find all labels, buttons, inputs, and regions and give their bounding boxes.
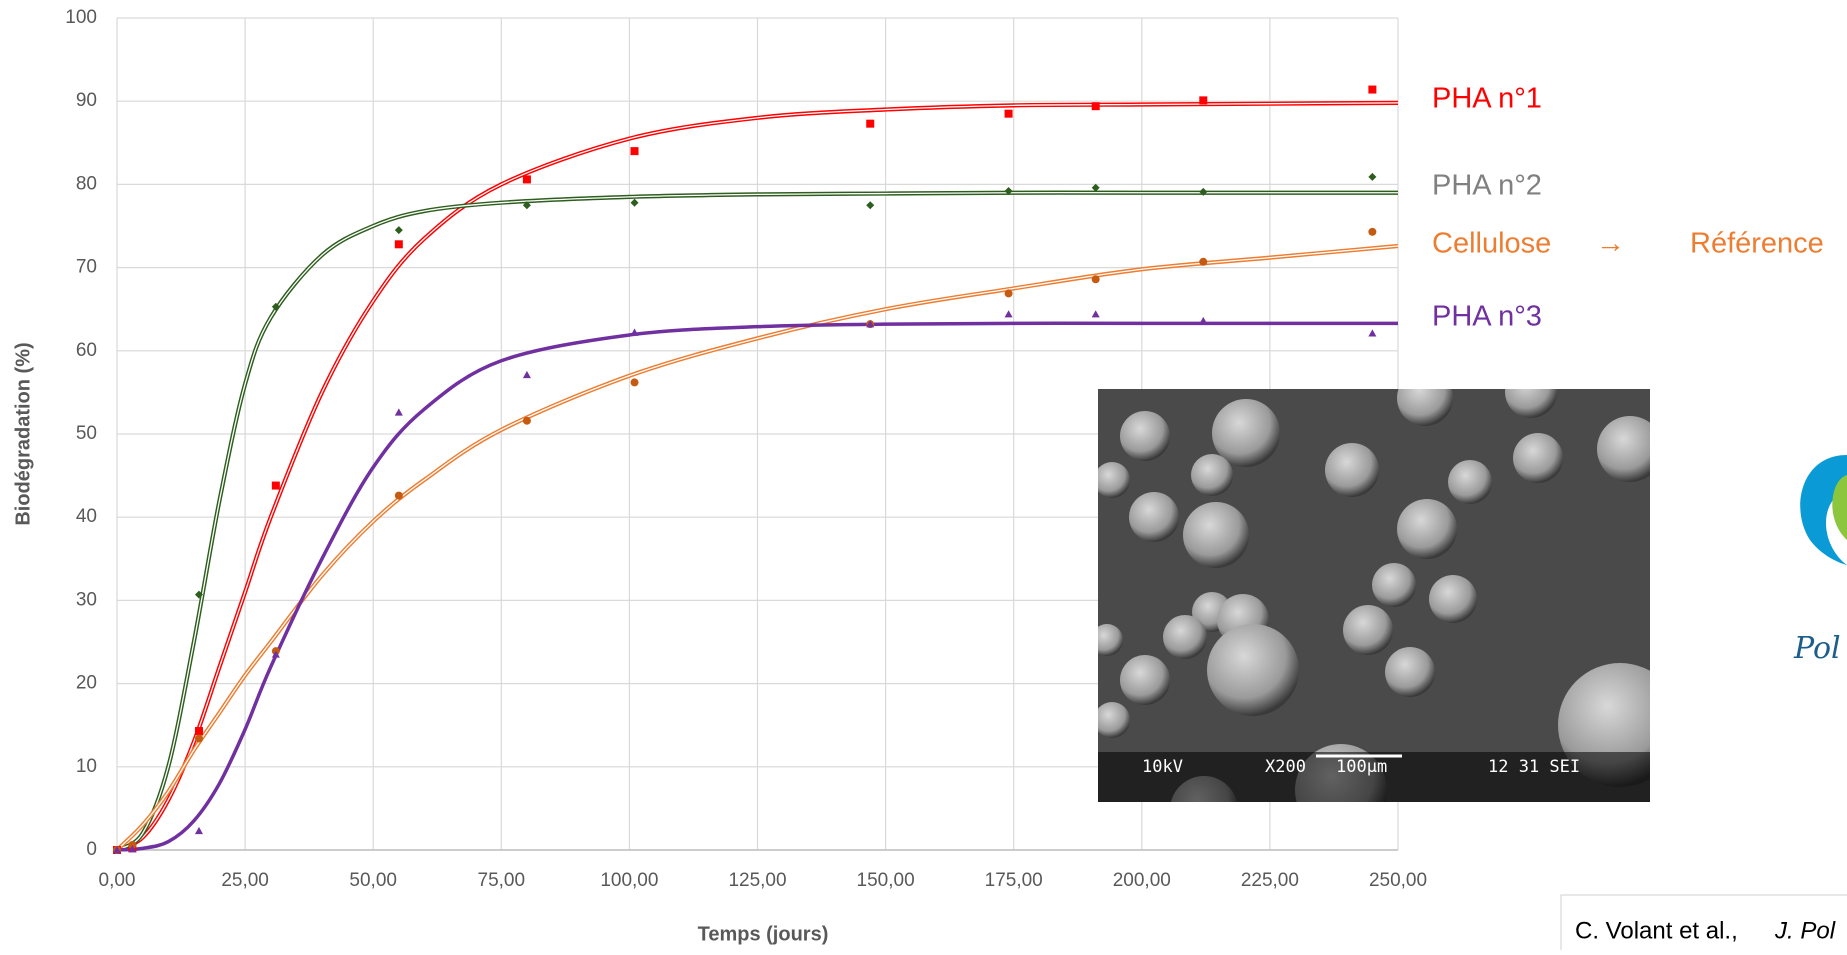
marker <box>194 727 203 736</box>
marker <box>866 201 875 210</box>
legend-label: PHA n°2 <box>1432 170 1542 202</box>
legend-label: PHA n°1 <box>1432 83 1542 115</box>
x-tick-label: 150,00 <box>857 870 915 891</box>
marker <box>194 734 203 743</box>
legend-label: Cellulose <box>1432 228 1551 260</box>
y-tick-label: 0 <box>86 839 97 860</box>
marker <box>113 846 121 854</box>
x-tick-label: 175,00 <box>985 870 1043 891</box>
x-tick-label: 0,00 <box>99 870 136 891</box>
marker <box>522 370 531 379</box>
inset-scale: 100µm <box>1336 757 1387 777</box>
marker <box>866 119 875 128</box>
marker <box>522 201 531 210</box>
y-tick-label: 10 <box>76 756 97 777</box>
marker <box>394 240 403 249</box>
fit-line <box>116 321 1398 852</box>
inset-voltage: 10kV <box>1142 757 1183 777</box>
x-tick-label: 125,00 <box>728 870 786 891</box>
marker <box>1199 257 1208 266</box>
annotation-reference: Référence <box>1690 228 1824 260</box>
y-tick-label: 90 <box>76 90 97 111</box>
fit-lines <box>115 100 1399 852</box>
sem-inset: 10kV X200 100µm 12 31 SEI <box>1098 389 1650 802</box>
legend-label: PHA n°3 <box>1432 301 1542 333</box>
citation-authors: C. Volant et al., <box>1575 917 1738 944</box>
marker <box>271 481 280 490</box>
logo: Pol <box>1793 455 1847 666</box>
marker <box>128 845 137 853</box>
y-tick-label: 60 <box>76 340 97 361</box>
marker <box>1368 227 1377 236</box>
annotation-arrow: → <box>1596 228 1625 260</box>
marker <box>1004 310 1013 318</box>
y-tick-label: 20 <box>76 673 97 694</box>
marker <box>630 198 639 207</box>
marker <box>522 416 531 425</box>
fit-line-inner <box>116 245 1399 851</box>
marker <box>1091 310 1100 318</box>
citation-journal: J. Pol <box>1774 917 1836 944</box>
marker <box>1199 316 1208 325</box>
y-axis-title: Biodégradation (%) <box>12 342 34 525</box>
marker <box>1004 187 1013 196</box>
logo-text: Pol <box>1793 631 1841 666</box>
marker <box>394 408 403 416</box>
x-tick-label: 100,00 <box>600 870 658 891</box>
marker <box>394 491 403 500</box>
y-tick-label: 50 <box>76 423 97 444</box>
marker <box>1004 109 1013 118</box>
x-tick-label: 200,00 <box>1113 870 1171 891</box>
marker <box>1199 187 1208 196</box>
marker <box>1199 96 1208 105</box>
marker <box>1004 289 1013 298</box>
x-axis-title: Temps (jours) <box>698 923 829 945</box>
marker <box>1368 329 1377 337</box>
y-tick-label: 40 <box>76 506 97 527</box>
marker <box>1091 183 1100 192</box>
marker <box>271 650 280 658</box>
y-tick-label: 70 <box>76 257 97 278</box>
y-tick-label: 30 <box>76 589 97 610</box>
x-tick-label: 250,00 <box>1369 870 1427 891</box>
x-tick-label: 75,00 <box>478 870 526 891</box>
x-tick-label: 225,00 <box>1241 870 1299 891</box>
marker <box>194 826 203 835</box>
x-tick-label: 25,00 <box>221 870 269 891</box>
marker <box>630 328 639 336</box>
marker <box>394 226 403 235</box>
marker <box>866 320 875 328</box>
marker <box>1368 172 1377 181</box>
marker <box>522 175 531 184</box>
inset-code: 12 31 SEI <box>1488 757 1580 777</box>
inset-magnification: X200 <box>1265 757 1306 777</box>
citation-box <box>1560 894 1847 955</box>
marker <box>630 147 639 156</box>
marker <box>1091 102 1100 111</box>
x-tick-label: 50,00 <box>349 870 397 891</box>
fit-line-inner <box>116 102 1399 851</box>
marker <box>1368 85 1377 94</box>
marker <box>271 302 280 311</box>
markers <box>113 85 1377 854</box>
marker <box>128 841 137 850</box>
marker <box>194 590 203 599</box>
fit-line-inner <box>116 192 1398 851</box>
y-tick-label: 100 <box>65 7 97 28</box>
marker <box>1091 275 1100 284</box>
y-tick-label: 80 <box>76 173 97 194</box>
marker <box>630 378 639 387</box>
